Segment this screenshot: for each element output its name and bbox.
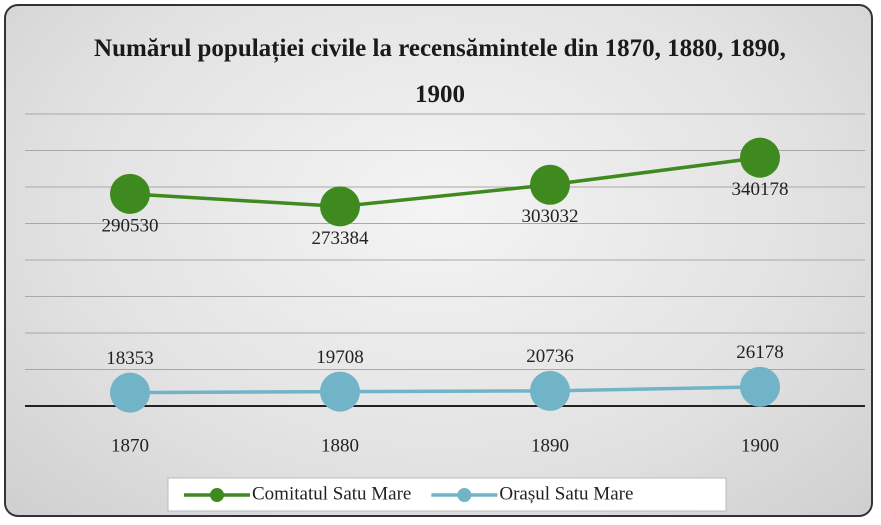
data-label: 18353: [106, 348, 154, 369]
legend: Comitatul Satu Mare Orașul Satu Mare: [167, 477, 727, 512]
x-tick-label: 1900: [741, 435, 779, 456]
data-label: 273384: [312, 228, 370, 249]
data-label: 290530: [102, 215, 159, 236]
point: [320, 186, 360, 227]
data-label: 26178: [736, 342, 784, 363]
x-tick-label: 1890: [531, 435, 569, 456]
data-label: 19708: [316, 347, 364, 368]
legend-label: Comitatul Satu Mare: [252, 483, 411, 504]
point: [530, 164, 570, 205]
point: [530, 370, 570, 411]
legend-swatch: [210, 488, 224, 502]
series-line: [129, 155, 761, 209]
data-label: 340178: [732, 179, 789, 200]
legend-swatch: [457, 488, 472, 502]
data-label: 303032: [522, 206, 579, 227]
chart-title: Numărul populației civile la recensămint…: [94, 35, 786, 108]
x-tick-label: 1870: [111, 435, 149, 456]
point: [320, 371, 360, 412]
point: [110, 372, 150, 413]
data-label: 20736: [526, 346, 574, 367]
series-line: [129, 385, 761, 395]
point: [740, 137, 780, 178]
point: [110, 173, 150, 214]
x-tick-label: 1880: [321, 435, 359, 456]
legend-label: Orașul Satu Mare: [499, 483, 633, 504]
point: [740, 366, 780, 407]
